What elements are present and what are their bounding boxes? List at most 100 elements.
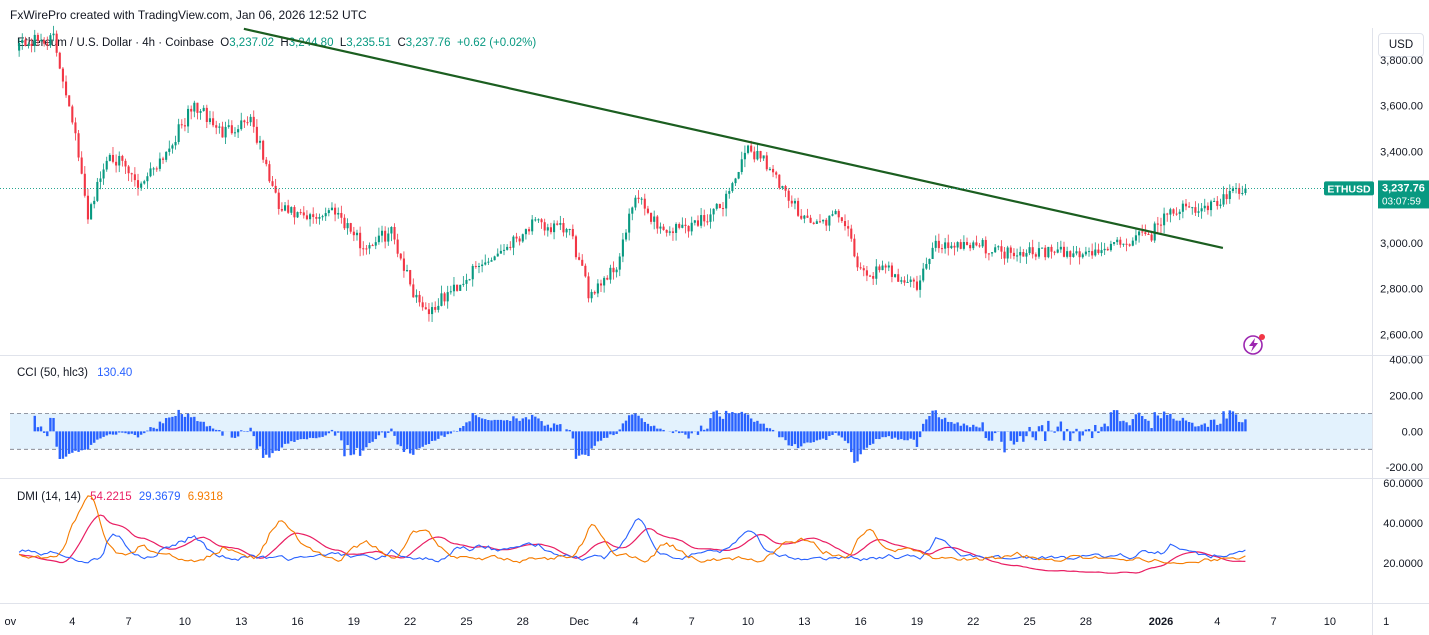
cci-bar: [274, 431, 277, 451]
cci-bar: [587, 431, 590, 457]
cci-tick-label: 200.00: [1389, 390, 1423, 402]
price-tick-label: 3,000.00: [1380, 238, 1423, 250]
cci-bar: [408, 431, 412, 454]
candle-body: [440, 293, 443, 306]
cci-bar: [196, 421, 199, 432]
candle-body: [202, 107, 205, 112]
cci-bar: [606, 431, 609, 438]
cci-bar: [462, 426, 465, 432]
candle-body: [1206, 205, 1209, 211]
cci-bar: [568, 429, 571, 432]
cci-bar: [515, 418, 518, 432]
time-tick-label: 10: [1324, 616, 1336, 628]
cci-bar: [421, 431, 424, 447]
cci-bar: [412, 431, 415, 455]
candle-body: [1047, 246, 1050, 258]
cci-bar: [987, 431, 991, 441]
candle-body: [1119, 239, 1122, 245]
candle-body: [1087, 251, 1091, 253]
cci-bar: [581, 431, 584, 455]
adx-value: 54.2215: [90, 491, 132, 503]
candle-body: [772, 168, 775, 173]
cci-bar: [83, 431, 87, 450]
candle-body: [887, 265, 890, 268]
cci-bar: [305, 431, 309, 440]
close-label: C: [397, 37, 406, 49]
candle-body: [703, 215, 706, 222]
cci-bar: [1087, 429, 1091, 432]
candle-body: [671, 231, 674, 233]
cci-bar: [1072, 431, 1075, 434]
candle-body: [1031, 247, 1034, 255]
candle-body: [778, 174, 781, 188]
price-tick-label: 3,600.00: [1380, 101, 1423, 113]
candle-body: [931, 247, 934, 259]
candle-body: [71, 106, 74, 123]
candle-body: [684, 224, 687, 226]
candle-body: [1225, 194, 1228, 200]
cci-bar: [1022, 431, 1025, 442]
candle-body: [287, 205, 290, 213]
cci-bar: [1100, 426, 1103, 432]
cci-bar: [649, 426, 653, 432]
cci-bar: [621, 423, 625, 432]
candle-body: [803, 215, 806, 219]
symbol-legend[interactable]: Ethereum / U.S. Dollar · 4h · Coinbase O…: [17, 37, 536, 49]
cci-bar: [656, 428, 659, 432]
candle-body: [1041, 247, 1044, 249]
candle-body: [434, 307, 437, 310]
candle-body: [659, 226, 662, 229]
candle-body: [1000, 246, 1003, 252]
candle-body: [634, 197, 637, 208]
dmi-title: DMI (14, 14): [17, 491, 81, 503]
candle-body: [496, 253, 499, 257]
cci-bar: [111, 431, 115, 435]
candle-body: [590, 291, 593, 299]
cci-bar: [768, 428, 772, 432]
cci-bar: [496, 419, 499, 432]
cci-bar: [662, 429, 665, 432]
candle-body: [61, 68, 64, 82]
candle-body: [493, 256, 496, 261]
candle-body: [934, 240, 937, 248]
cci-bar: [321, 431, 324, 437]
cci-bar: [1034, 431, 1038, 441]
cci-bar: [1040, 425, 1044, 432]
candle-body: [68, 95, 71, 107]
cci-bar: [1028, 426, 1031, 432]
candle-body: [737, 172, 740, 179]
candle-body: [750, 145, 753, 152]
candle-body: [700, 215, 703, 226]
cci-bar: [962, 423, 966, 432]
candle-body: [39, 40, 43, 42]
candle-body: [190, 108, 193, 112]
cci-bar: [365, 431, 368, 448]
cci-bar: [746, 414, 750, 432]
cci-bar: [1222, 411, 1225, 432]
currency-selector[interactable]: USD: [1378, 33, 1424, 57]
cci-bar: [199, 421, 202, 432]
cci-legend[interactable]: CCI (50, hlc3) 130.40: [17, 367, 132, 379]
cci-bar: [1231, 411, 1235, 432]
candle-body: [643, 198, 646, 209]
cci-bar: [796, 431, 800, 449]
cci-bar: [1237, 421, 1241, 432]
candle-body: [262, 140, 265, 160]
candle-body: [990, 252, 994, 254]
cci-bar: [950, 422, 953, 432]
plus-di-line: [18, 518, 1246, 564]
candle-body: [318, 217, 321, 219]
candle-body: [549, 227, 552, 233]
cci-bar: [1053, 431, 1056, 433]
candle-body: [1084, 251, 1087, 255]
cci-bar: [706, 428, 709, 432]
candle-body: [136, 180, 140, 188]
candle-body: [1147, 233, 1150, 235]
cci-bar: [437, 431, 440, 439]
candle-body: [1009, 247, 1012, 253]
candle-body: [1012, 252, 1015, 257]
cci-bar: [180, 414, 184, 432]
dmi-legend[interactable]: DMI (14, 14) 54.2215 29.3679 6.9318: [17, 491, 223, 503]
candle-body: [847, 226, 850, 229]
